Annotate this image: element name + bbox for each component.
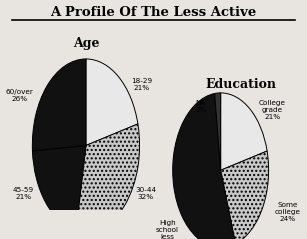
Wedge shape (173, 93, 235, 239)
Wedge shape (86, 59, 138, 146)
Wedge shape (33, 146, 86, 230)
Text: Education: Education (205, 78, 277, 91)
Text: College
grade
21%: College grade 21% (259, 100, 286, 120)
Text: 18-29
21%: 18-29 21% (131, 78, 152, 91)
Text: 45-59
21%: 45-59 21% (13, 187, 34, 200)
Wedge shape (215, 93, 221, 170)
Wedge shape (32, 59, 86, 151)
Wedge shape (221, 93, 267, 170)
Text: High
school
less
53%: High school less 53% (156, 220, 179, 239)
Text: Some
college
24%: Some college 24% (275, 201, 301, 222)
Text: Age: Age (73, 37, 99, 50)
Wedge shape (221, 151, 269, 239)
Text: 30-44
32%: 30-44 32% (135, 187, 156, 200)
Text: A Profile Of The Less Active: A Profile Of The Less Active (50, 6, 257, 19)
Wedge shape (76, 124, 140, 232)
Text: NA
2%: NA 2% (195, 100, 207, 113)
Text: 60/over
26%: 60/over 26% (6, 89, 34, 102)
